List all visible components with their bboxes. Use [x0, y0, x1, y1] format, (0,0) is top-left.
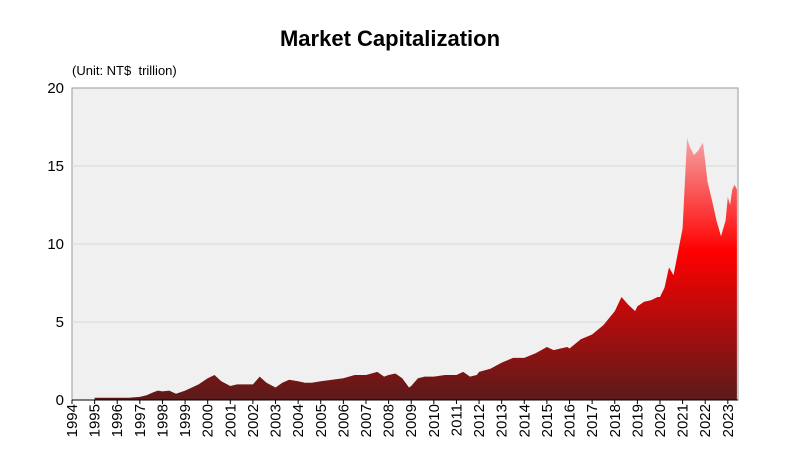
x-tick-label: 2003 — [268, 404, 285, 437]
x-tick-label: 2014 — [516, 404, 533, 437]
x-tick-label: 2022 — [697, 404, 714, 437]
x-tick-label: 2023 — [720, 404, 737, 437]
x-tick-label: 2002 — [245, 404, 262, 437]
x-tick-label: 2017 — [584, 404, 601, 437]
x-tick-label: 2013 — [494, 404, 511, 437]
x-tick-label: 2018 — [607, 404, 624, 437]
unit-label: (Unit: NT$ trillion) — [72, 63, 177, 78]
x-tick-label: 2005 — [313, 404, 330, 437]
x-tick-label: 2019 — [629, 404, 646, 437]
x-tick-label: 2021 — [675, 404, 692, 437]
x-tick-label: 1996 — [109, 404, 126, 437]
x-tick-label: 2001 — [222, 404, 239, 437]
x-tick-label: 1997 — [132, 404, 149, 437]
y-tick-label: 0 — [56, 392, 64, 409]
y-tick-label: 20 — [47, 80, 64, 97]
x-tick-label: 2006 — [335, 404, 352, 437]
x-tick-label: 2008 — [381, 404, 398, 437]
y-tick-label: 10 — [47, 236, 64, 253]
x-tick-label: 2007 — [358, 404, 375, 437]
x-tick-label: 2015 — [539, 404, 556, 437]
x-tick-label: 1994 — [64, 404, 81, 437]
y-tick-label: 5 — [56, 314, 64, 331]
y-axis-ticks: 0 5 10 15 20 — [47, 80, 64, 409]
market-cap-area — [94, 137, 737, 400]
x-tick-label: 2012 — [471, 404, 488, 437]
y-tick-label: 15 — [47, 158, 64, 175]
x-tick-label: 2010 — [426, 404, 443, 437]
x-tick-label: 1999 — [177, 404, 194, 437]
x-axis-ticks: 1994 1995 1996 1997 1998 1999 2000 2001 2002 2003… — [64, 400, 737, 437]
x-tick-label: 2011 — [448, 404, 465, 436]
x-tick-label: 2000 — [200, 404, 217, 437]
chart-title: Market Capitalization — [279, 26, 501, 51]
x-tick-label: 2009 — [403, 404, 420, 437]
x-tick-label: 2004 — [290, 404, 307, 437]
x-tick-label: 1998 — [154, 404, 171, 437]
x-tick-label: 1995 — [87, 404, 104, 437]
x-tick-label: 2016 — [562, 404, 579, 437]
x-tick-label: 2020 — [652, 404, 669, 437]
